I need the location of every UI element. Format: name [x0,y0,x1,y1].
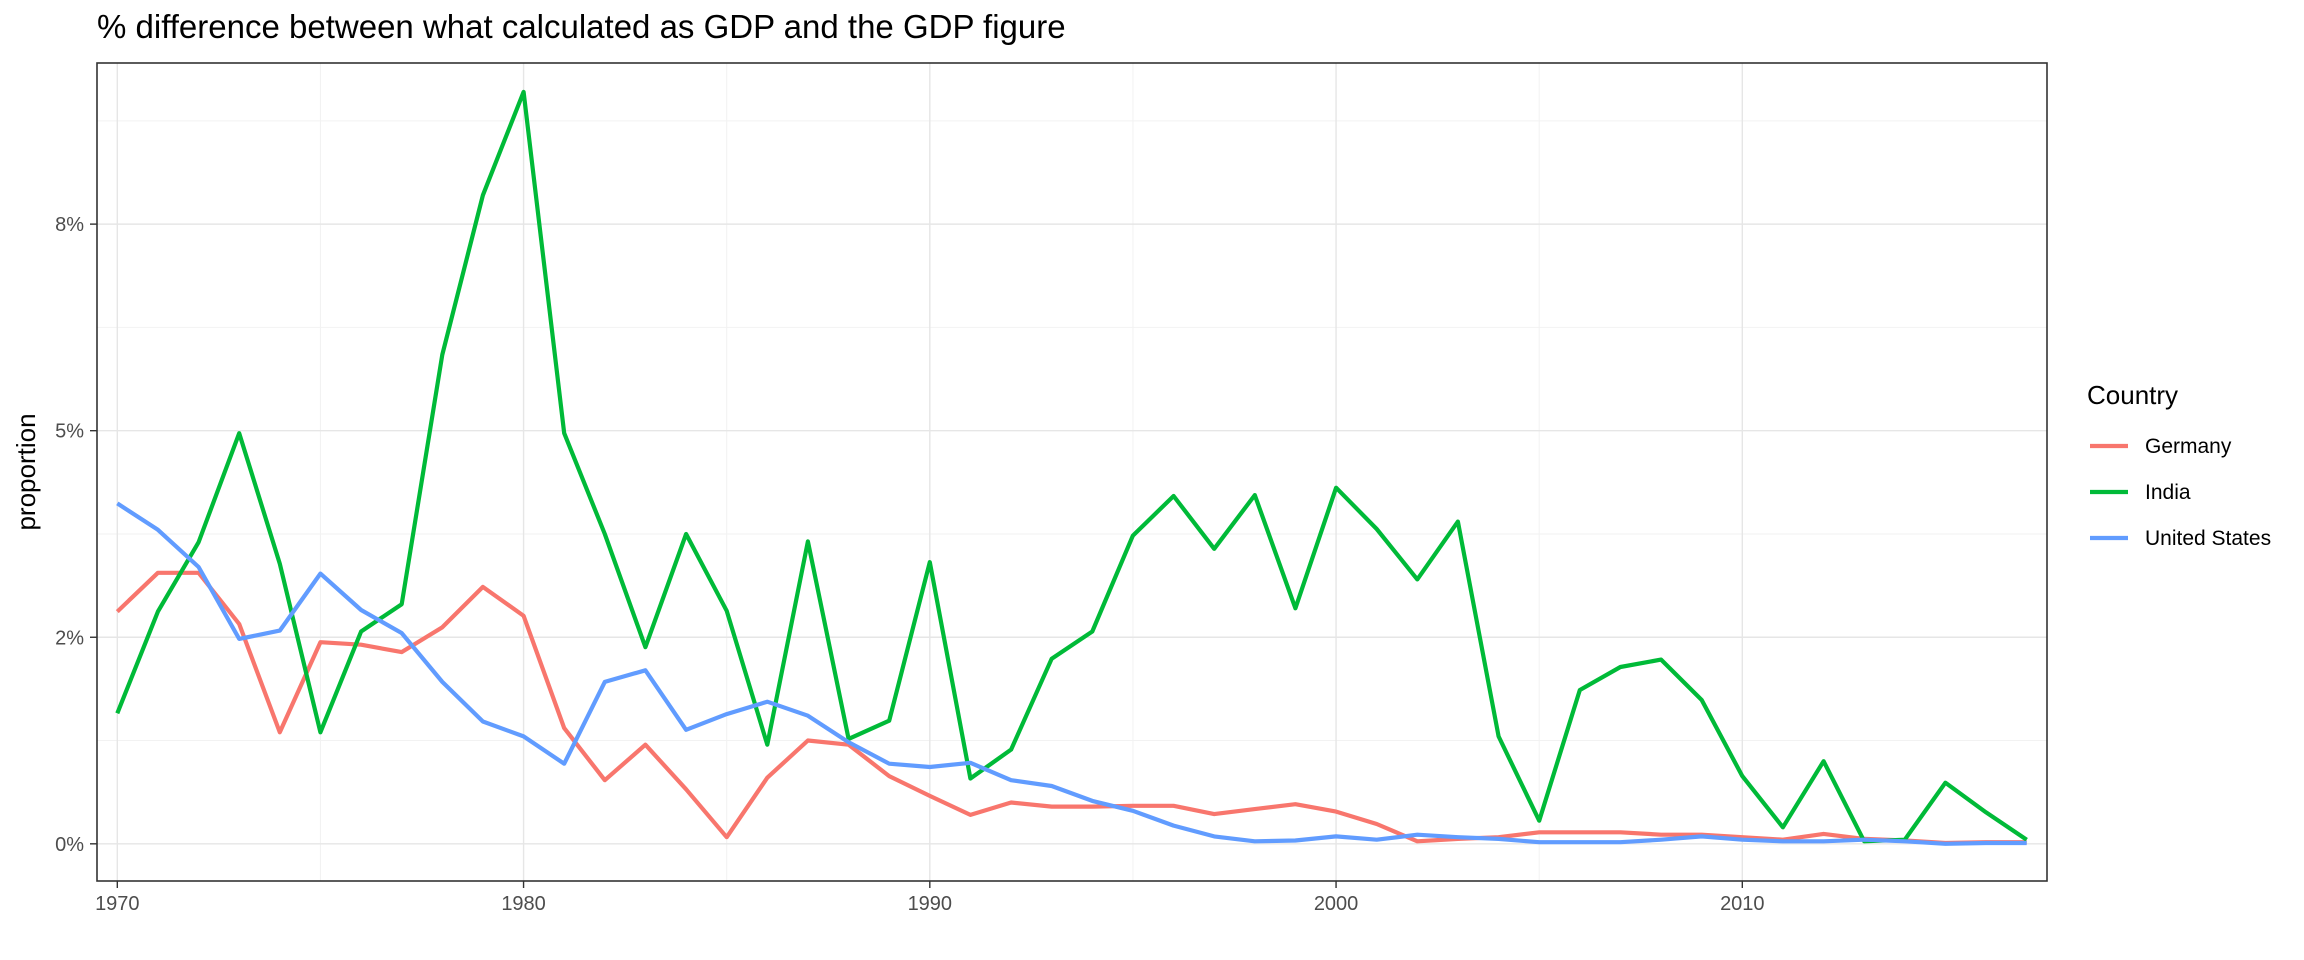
x-tick-label: 2000 [1314,893,1359,915]
y-tick-label: 2% [55,627,84,649]
legend: Country Germany India United States [2087,380,2271,550]
x-tick-label: 2010 [1720,893,1765,915]
legend-label-germany: Germany [2145,435,2232,458]
grid-minor [97,63,2047,881]
grid-major [97,63,2047,881]
series-line-united-states [116,501,2027,846]
chart-title: % difference between what calculated as … [97,8,1066,45]
plot-border [96,62,2048,882]
legend-title: Country [2087,380,2178,410]
series-layer [115,89,2028,846]
legend-label-india: India [2145,481,2191,504]
x-tick-label: 1990 [908,893,953,915]
y-tick-label: 5% [55,421,84,443]
y-axis-title: proportion [11,413,41,530]
series-line-india [115,89,2028,844]
x-axis: 1970 1980 1990 2000 2010 [95,881,1765,915]
y-tick-label: 0% [55,834,84,856]
plot-panel [97,63,2047,881]
y-axis: 0% 2% 5% 8% [55,214,97,856]
x-tick-label: 1970 [95,893,140,915]
x-tick-label: 1980 [501,893,546,915]
y-tick-label: 8% [55,214,84,236]
legend-label-united-states: United States [2145,527,2271,550]
